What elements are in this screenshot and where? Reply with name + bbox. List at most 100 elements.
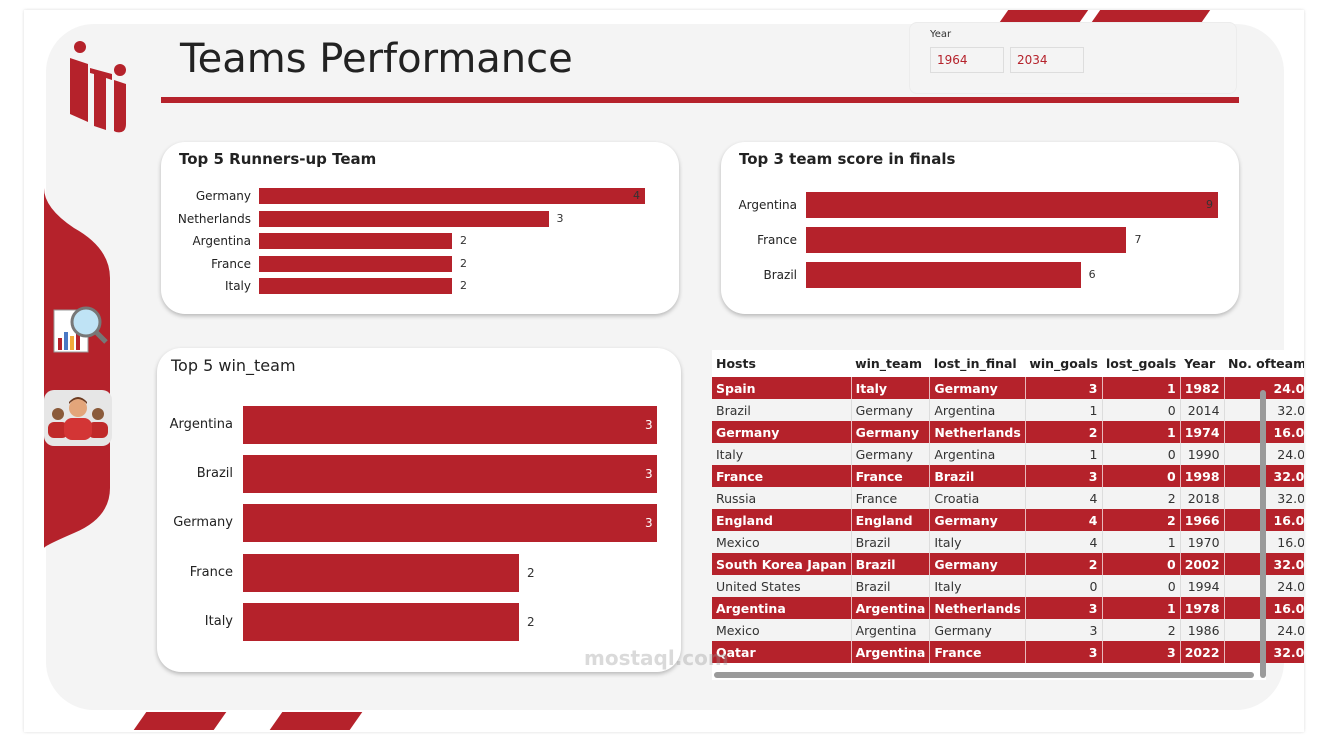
table-cell: 1974 xyxy=(1180,421,1225,443)
column-header[interactable]: lost_goals xyxy=(1102,350,1181,377)
table-cell: 2 xyxy=(1102,509,1181,531)
year-slicer[interactable]: Year 1964 2034 xyxy=(909,22,1237,94)
data-label: 3 xyxy=(645,516,653,531)
finals-score-title: Top 3 team score in finals xyxy=(739,150,956,168)
table-cell: Argentina xyxy=(712,597,852,619)
bar[interactable] xyxy=(259,188,645,204)
data-label: 3 xyxy=(645,418,653,432)
table-cell: 3 xyxy=(1025,465,1103,487)
table-cell: 0 xyxy=(1102,465,1181,487)
bar[interactable] xyxy=(243,602,519,641)
decor-stripe xyxy=(999,10,1089,22)
bar[interactable] xyxy=(806,192,1218,218)
bar[interactable] xyxy=(243,553,519,592)
table-cell: Netherlands xyxy=(929,597,1026,619)
table-row[interactable]: South Korea Japan Brazil Germany 2 0 2002 32.0… xyxy=(712,553,1304,575)
table-cell: 1 xyxy=(1025,399,1103,421)
table-cell: Germany xyxy=(929,553,1026,575)
column-header[interactable]: Hosts xyxy=(712,350,852,377)
column-header[interactable]: No. ofteams xyxy=(1224,350,1304,377)
bar[interactable] xyxy=(806,262,1081,288)
bar-label: Germany xyxy=(195,189,251,203)
column-header[interactable]: win_goals xyxy=(1025,350,1102,377)
bar-label: Netherlands xyxy=(177,211,251,226)
table-cell: Netherlands xyxy=(929,421,1026,443)
bar-label: Argentina xyxy=(738,198,797,212)
table-cell: Germany xyxy=(929,619,1026,641)
page-title: Teams Performance xyxy=(180,36,573,82)
table-cell: 2 xyxy=(1025,421,1103,443)
table-cell: Argentina xyxy=(851,597,931,619)
data-label: 3 xyxy=(556,211,564,225)
table-cell: 1978 xyxy=(1180,597,1225,619)
table-cell: Germany xyxy=(929,509,1026,531)
table-cell: Italy xyxy=(929,575,1026,597)
table-cell: France xyxy=(851,465,931,487)
data-label: 4 xyxy=(633,189,640,202)
finals-table[interactable]: Hosts win_team lost_in_final win_goals lost_… xyxy=(712,350,1304,680)
bar-label: Germany xyxy=(173,515,233,531)
decor-stripe xyxy=(269,712,363,730)
bar-label: Brazil xyxy=(763,268,798,282)
bar[interactable] xyxy=(243,406,657,444)
bar[interactable] xyxy=(243,504,657,543)
win-team-title: Top 5 win_team xyxy=(171,356,296,375)
table-vertical-scrollbar[interactable] xyxy=(1260,390,1266,678)
bar[interactable] xyxy=(259,278,452,294)
team-players-icon[interactable] xyxy=(44,390,112,446)
title-underline xyxy=(161,97,1239,103)
runners-up-title: Top 5 Runners-up Team xyxy=(179,150,377,168)
table-cell: 4 xyxy=(1025,509,1103,531)
bar[interactable] xyxy=(259,255,452,272)
column-header[interactable]: Year xyxy=(1180,350,1225,377)
column-header[interactable]: win_team xyxy=(851,350,930,377)
bar[interactable] xyxy=(243,455,657,494)
table-cell: 1998 xyxy=(1180,465,1225,487)
data-label: 2 xyxy=(460,256,467,270)
table-cell: 3 xyxy=(1025,597,1103,619)
data-label: 2 xyxy=(460,279,467,292)
table-cell: England xyxy=(851,509,931,531)
table-cell: 4 xyxy=(1025,487,1103,509)
table-cell: 0 xyxy=(1102,553,1181,575)
sidebar-panel xyxy=(44,188,110,548)
report-search-icon[interactable] xyxy=(52,304,108,356)
table-cell: 2 xyxy=(1102,619,1181,641)
bar[interactable] xyxy=(259,233,452,249)
data-label: 2 xyxy=(460,234,467,247)
table-horizontal-scrollbar[interactable] xyxy=(714,672,1254,678)
bar[interactable] xyxy=(259,210,549,227)
bar-label: Argentina xyxy=(192,234,251,248)
bar-label: France xyxy=(757,233,797,247)
data-label: 9 xyxy=(1206,198,1213,211)
table-cell: France xyxy=(712,465,852,487)
year-to-input[interactable]: 2034 xyxy=(1010,47,1084,73)
finals-score-card: Top 3 team score in finals Argentina 9 Fra… xyxy=(721,142,1239,314)
table-cell: 2022 xyxy=(1180,641,1225,663)
table-cell: South Korea Japan xyxy=(712,553,852,575)
data-label: 2 xyxy=(527,565,535,580)
table-cell: 1994 xyxy=(1180,575,1225,597)
table-cell: Argentina xyxy=(851,641,931,663)
decor-stripe xyxy=(133,712,227,730)
table-cell: 0 xyxy=(1102,443,1181,465)
bar[interactable] xyxy=(806,227,1127,253)
watermark: mostaql.com xyxy=(584,646,729,670)
table-cell: Mexico xyxy=(712,619,852,641)
column-header[interactable]: lost_in_final xyxy=(929,350,1026,377)
decor-stripe xyxy=(1091,10,1211,22)
table-cell: Brazil xyxy=(712,399,852,421)
year-from-input[interactable]: 1964 xyxy=(930,47,1004,73)
